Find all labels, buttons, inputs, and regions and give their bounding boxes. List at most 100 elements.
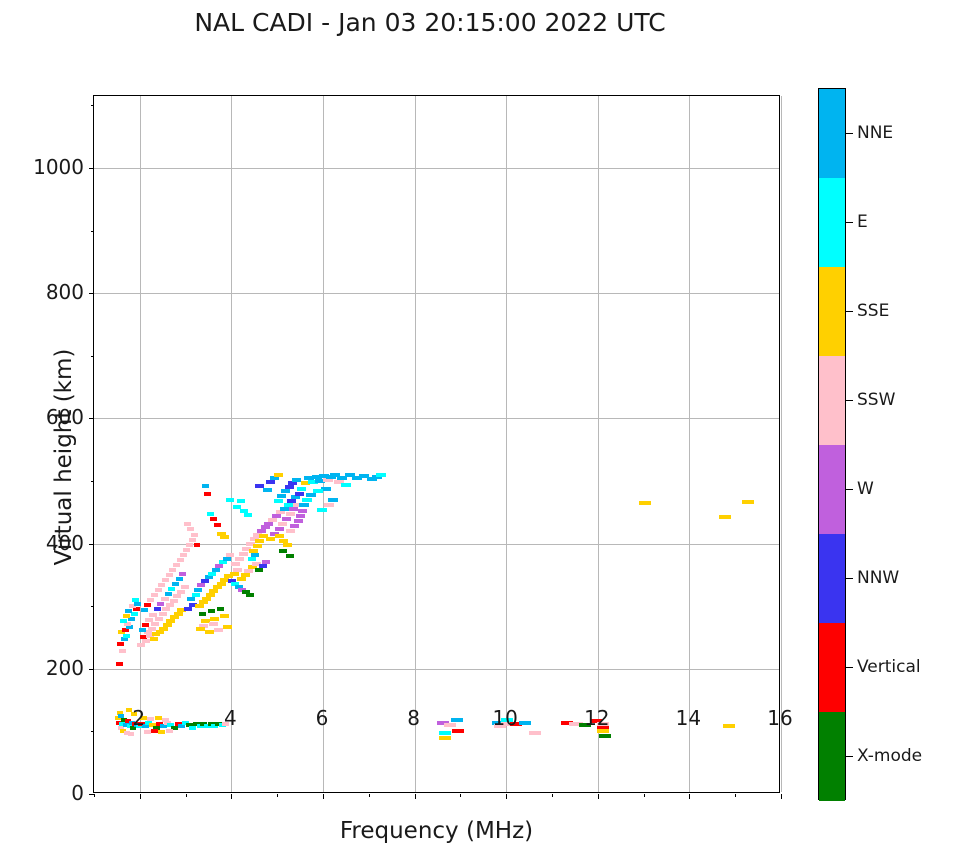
gridline-vertical <box>323 96 324 792</box>
echo-point <box>150 592 158 597</box>
x-tick-minor <box>552 794 553 797</box>
echo-point <box>219 614 229 619</box>
echo-point <box>162 607 171 612</box>
echo-point <box>242 546 252 551</box>
echo-point <box>157 601 165 606</box>
x-tick-minor <box>185 794 187 797</box>
echo-point <box>326 475 337 480</box>
echo-point <box>158 730 166 735</box>
echo-point <box>147 716 155 721</box>
echo-point <box>175 576 183 581</box>
echo-point <box>208 571 217 576</box>
echo-point <box>329 472 340 477</box>
echo-point <box>242 590 251 595</box>
echo-point <box>578 723 591 728</box>
echo-point <box>144 630 153 635</box>
echo-point <box>276 510 286 515</box>
echo-point <box>160 724 168 729</box>
echo-point <box>155 629 164 634</box>
x-axis-label: Frequency (MHz) <box>339 818 534 844</box>
echo-point <box>177 589 186 594</box>
x-tick <box>323 794 324 799</box>
colorbar-tick <box>846 755 853 757</box>
x-tick <box>139 794 141 799</box>
echo-point <box>144 617 153 622</box>
x-tick-label: 14 <box>675 706 702 730</box>
echo-point <box>283 502 293 507</box>
echo-point <box>266 480 276 485</box>
echo-point <box>178 724 186 729</box>
echo-point <box>235 556 245 561</box>
colorbar-segment-w <box>819 445 845 534</box>
colorbar-segment-x-mode <box>819 712 845 801</box>
echo-point <box>126 724 133 729</box>
colorbar-tick <box>846 488 853 490</box>
echo-point <box>145 720 153 725</box>
colorbar-label-vertical: Vertical <box>857 656 921 677</box>
echo-point <box>155 616 164 621</box>
echo-point <box>311 475 322 480</box>
echo-point <box>598 734 611 739</box>
echo-point <box>126 625 134 630</box>
echo-point <box>125 708 132 713</box>
echo-point <box>216 581 226 586</box>
echo-point <box>125 609 133 614</box>
echo-point <box>200 721 208 726</box>
colorbar-label-w: W <box>857 478 874 499</box>
echo-point <box>185 723 193 728</box>
echo-point <box>223 625 233 630</box>
echo-point <box>210 516 218 521</box>
echo-point <box>159 626 169 631</box>
echo-point <box>196 724 204 729</box>
echo-point <box>313 489 324 493</box>
echo-point <box>280 489 290 493</box>
echo-point <box>280 506 290 511</box>
echo-point <box>123 634 131 639</box>
gridline-horizontal <box>94 293 779 295</box>
echo-point <box>306 492 317 497</box>
echo-point <box>180 585 189 590</box>
echo-point <box>161 717 169 722</box>
echo-point <box>117 630 125 635</box>
echo-point <box>258 534 268 539</box>
echo-point <box>271 514 281 519</box>
echo-point <box>528 730 541 735</box>
y-tick-label: 400 <box>45 530 84 555</box>
colorbar-tick <box>846 577 853 579</box>
page-title: NAL CADI - Jan 03 20:15:00 2022 UTC <box>194 8 666 37</box>
echo-point <box>188 602 197 607</box>
echo-point <box>199 624 209 629</box>
echo-point <box>202 596 212 601</box>
colorbar-tick <box>846 221 853 223</box>
echo-point <box>124 621 132 626</box>
echo-point <box>286 554 295 559</box>
gridline-vertical <box>506 96 508 792</box>
echo-point <box>320 486 331 491</box>
echo-point <box>147 597 155 602</box>
gridline-horizontal <box>94 668 779 670</box>
echo-point <box>185 542 193 547</box>
x-tick <box>781 794 782 799</box>
y-tick-minor <box>91 731 94 733</box>
x-tick-label: 10 <box>492 706 518 730</box>
echo-point <box>234 585 243 590</box>
echo-point <box>184 606 193 611</box>
colorbar-segment-nnw <box>819 534 845 623</box>
echo-point <box>268 517 278 522</box>
echo-point <box>226 552 235 557</box>
echo-point <box>189 725 197 730</box>
echo-point <box>262 560 271 565</box>
echo-point <box>251 552 260 557</box>
echo-point <box>260 525 270 530</box>
echo-point <box>191 532 199 537</box>
echo-point <box>257 529 267 534</box>
echo-point <box>279 539 289 544</box>
echo-point <box>166 619 176 624</box>
echo-point <box>291 495 301 500</box>
echo-point <box>167 723 175 728</box>
echo-point <box>294 491 304 496</box>
echo-point <box>225 497 234 502</box>
echo-point <box>290 524 300 529</box>
echo-point <box>183 521 191 526</box>
